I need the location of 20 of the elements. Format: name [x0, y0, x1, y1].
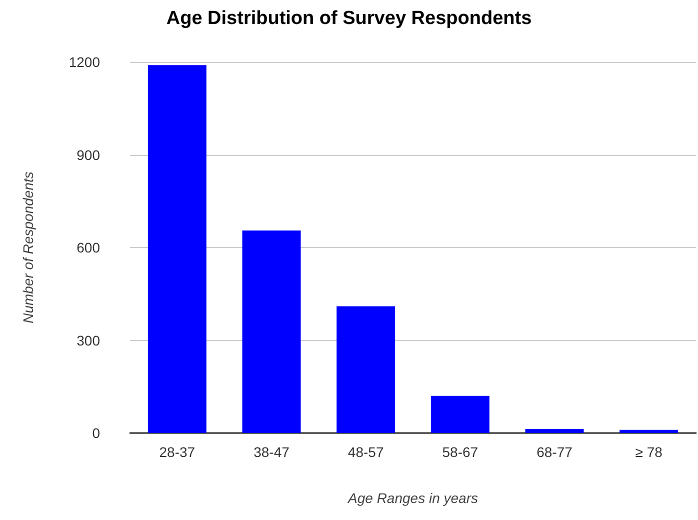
y-tick-label: 300	[76, 332, 100, 348]
x-axis-title: Age Ranges in years	[347, 490, 478, 506]
y-tick-label: 0	[92, 425, 100, 441]
x-tick-label: 68-77	[536, 444, 573, 460]
y-tick-label: 600	[76, 240, 100, 256]
bar	[430, 396, 490, 433]
chart-title: Age Distribution of Survey Respondents	[166, 8, 532, 29]
x-tick-label: 28-37	[159, 444, 196, 460]
x-tick-label: ≥ 78	[635, 444, 663, 460]
x-tick-label: 48-57	[348, 444, 384, 460]
x-tick-label: 58-67	[442, 444, 478, 460]
y-tick-label: 1200	[68, 54, 100, 70]
y-tick-label: 900	[76, 146, 100, 163]
y-axis-title: Number of Respondents	[20, 172, 36, 324]
bar	[620, 430, 678, 433]
x-tick-label: 38-47	[254, 444, 290, 460]
bar	[336, 306, 396, 433]
bar	[525, 428, 584, 433]
bar	[242, 230, 301, 433]
bar	[148, 65, 206, 433]
